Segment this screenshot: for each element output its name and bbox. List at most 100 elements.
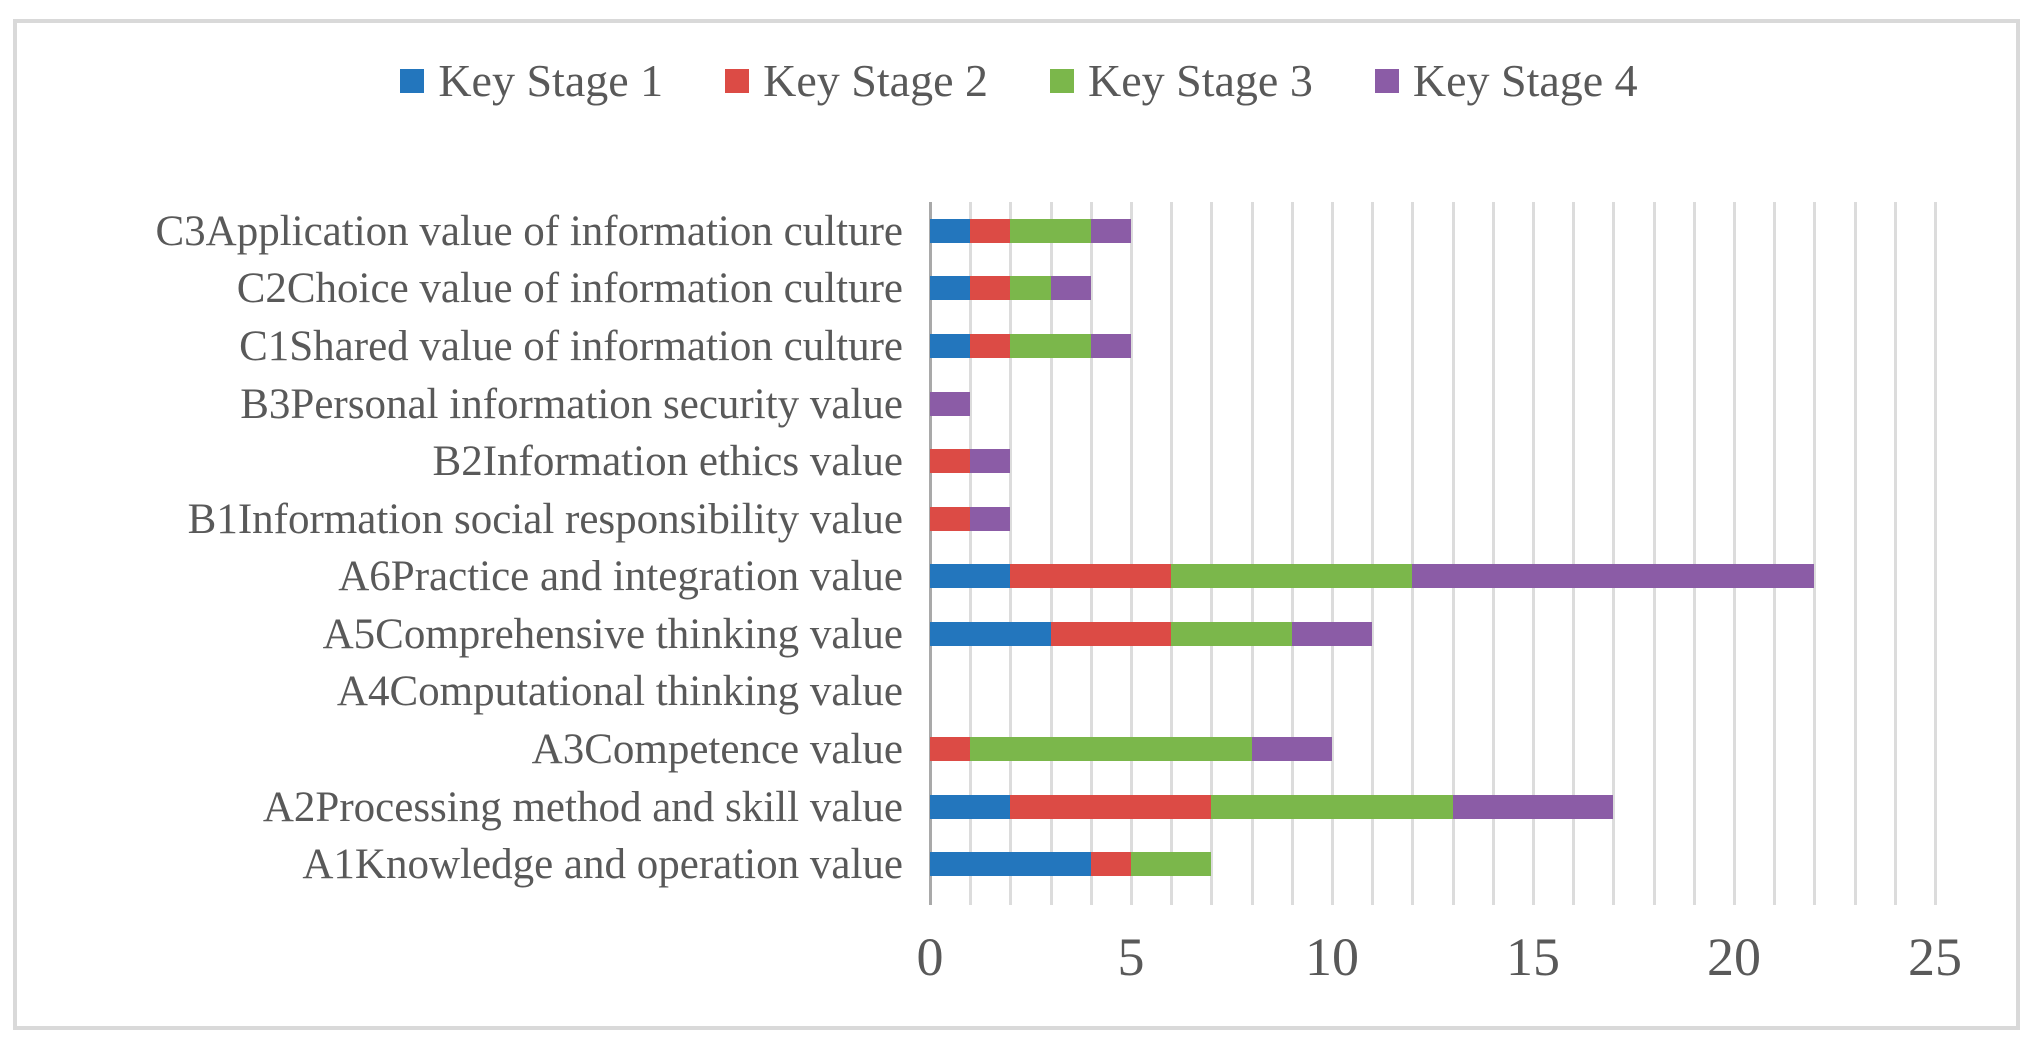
gridline bbox=[1049, 202, 1053, 905]
bar-segment-key-stage-1 bbox=[930, 621, 1051, 646]
gridline bbox=[1893, 202, 1897, 905]
bar-segment-key-stage-2 bbox=[1090, 852, 1131, 877]
legend-swatch-icon bbox=[1050, 69, 1074, 93]
gridline bbox=[1411, 202, 1415, 905]
category-label: A1Knowledge and operation value bbox=[302, 841, 903, 889]
bar-segment-key-stage-4 bbox=[1050, 276, 1091, 301]
x-tick-label: 5 bbox=[1117, 927, 1145, 987]
bar-segment-key-stage-4 bbox=[930, 391, 971, 416]
category-label: A2Processing method and skill value bbox=[262, 783, 903, 831]
gridline bbox=[1491, 202, 1495, 905]
category-axis-line bbox=[929, 202, 932, 905]
gridline bbox=[1371, 202, 1375, 905]
bar-segment-key-stage-2 bbox=[930, 737, 971, 762]
bar-segment-key-stage-4 bbox=[1090, 218, 1131, 243]
category-label: B2Information ethics value bbox=[432, 438, 903, 486]
bar-row bbox=[930, 333, 1131, 358]
bar-row bbox=[930, 564, 1815, 589]
category-label: C3Application value of information cultu… bbox=[155, 207, 903, 255]
x-tick-label: 0 bbox=[916, 927, 944, 987]
category-label: B3Personal information security value bbox=[240, 380, 903, 428]
bar-segment-key-stage-1 bbox=[930, 794, 1011, 819]
gridline bbox=[1170, 202, 1174, 905]
bar-segment-key-stage-1 bbox=[930, 276, 971, 301]
bar-segment-key-stage-4 bbox=[1452, 794, 1614, 819]
bar-segment-key-stage-3 bbox=[970, 737, 1252, 762]
gridline bbox=[1572, 202, 1576, 905]
gridline bbox=[1773, 202, 1777, 905]
bar-row bbox=[930, 506, 1011, 531]
legend-label: Key Stage 1 bbox=[438, 55, 664, 106]
gridline bbox=[1089, 202, 1093, 905]
bar-segment-key-stage-1 bbox=[930, 218, 971, 243]
legend-swatch-icon bbox=[400, 69, 425, 93]
legend-label: Key Stage 3 bbox=[1088, 55, 1313, 106]
bar-row bbox=[930, 391, 971, 416]
bar-row bbox=[930, 737, 1332, 762]
legend-item-3: Key Stage 3 bbox=[1050, 58, 1313, 104]
gridline bbox=[1210, 202, 1214, 905]
legend-label: Key Stage 2 bbox=[763, 55, 988, 106]
bar-segment-key-stage-4 bbox=[1251, 737, 1332, 762]
bar-segment-key-stage-2 bbox=[970, 276, 1011, 301]
category-label: C1Shared value of information culture bbox=[239, 322, 903, 370]
bar-segment-key-stage-1 bbox=[930, 564, 1011, 589]
legend-item-4: Key Stage 4 bbox=[1374, 55, 1638, 106]
x-tick-label: 15 bbox=[1506, 927, 1560, 987]
bar-segment-key-stage-4 bbox=[1291, 621, 1373, 646]
gridline bbox=[1290, 202, 1294, 905]
x-tick-label: 10 bbox=[1305, 927, 1359, 987]
legend-item-1: Key Stage 1 bbox=[400, 58, 663, 104]
bar-segment-key-stage-3 bbox=[1211, 794, 1453, 819]
legend-item-2: Key Stage 2 bbox=[725, 58, 988, 104]
x-tick-label: 20 bbox=[1707, 927, 1761, 987]
category-label: A3Competence value bbox=[531, 726, 903, 774]
bar-segment-key-stage-3 bbox=[1171, 621, 1292, 646]
bar-segment-key-stage-3 bbox=[1010, 218, 1091, 243]
bar-segment-key-stage-1 bbox=[930, 852, 1091, 877]
bar-segment-key-stage-3 bbox=[1171, 564, 1413, 589]
bar-segment-key-stage-4 bbox=[1090, 333, 1131, 358]
bar-segment-key-stage-3 bbox=[1010, 333, 1091, 358]
bar-row bbox=[930, 449, 1011, 474]
gridline bbox=[969, 202, 973, 905]
bar-row bbox=[930, 276, 1091, 301]
bar-segment-key-stage-1 bbox=[930, 333, 971, 358]
gridline bbox=[1612, 202, 1616, 905]
legend-swatch-icon bbox=[1374, 69, 1399, 93]
bar-row bbox=[930, 621, 1373, 646]
gridline bbox=[1853, 202, 1857, 905]
chart-legend: Key Stage 1 Key Stage 2 Key Stage 3 Key Sta… bbox=[0, 58, 2038, 104]
bar-segment-key-stage-2 bbox=[1050, 621, 1172, 646]
category-label: A6Practice and integration value bbox=[338, 553, 903, 601]
bar-segment-key-stage-2 bbox=[930, 506, 971, 531]
bar-segment-key-stage-2 bbox=[970, 333, 1011, 358]
bar-segment-key-stage-2 bbox=[1010, 794, 1212, 819]
legend-swatch-icon bbox=[725, 69, 750, 93]
bar-segment-key-stage-2 bbox=[970, 218, 1011, 243]
gridline bbox=[1652, 202, 1656, 905]
gridline bbox=[1532, 202, 1535, 905]
gridline bbox=[1813, 202, 1817, 905]
legend-label: Key Stage 4 bbox=[1412, 55, 1638, 106]
bar-segment-key-stage-4 bbox=[970, 449, 1011, 474]
category-label: A5Comprehensive thinking value bbox=[322, 610, 903, 658]
gridline bbox=[1733, 202, 1736, 905]
x-tick-label: 25 bbox=[1908, 927, 1962, 987]
category-label: C2Choice value of information culture bbox=[236, 265, 903, 313]
gridline bbox=[1934, 202, 1937, 905]
bar-row bbox=[930, 852, 1212, 877]
gridline bbox=[1130, 202, 1133, 905]
gridline bbox=[1692, 202, 1696, 905]
bar-segment-key-stage-2 bbox=[930, 449, 971, 474]
bar-row bbox=[930, 218, 1131, 243]
bar-segment-key-stage-4 bbox=[970, 506, 1011, 531]
gridline bbox=[1451, 202, 1455, 905]
bar-row bbox=[930, 794, 1614, 819]
gridline bbox=[1331, 202, 1334, 905]
category-label: B1Information social responsibility valu… bbox=[187, 495, 903, 543]
category-label: A4Computational thinking value bbox=[336, 668, 903, 716]
gridline bbox=[1009, 202, 1013, 905]
bar-segment-key-stage-2 bbox=[1010, 564, 1172, 589]
